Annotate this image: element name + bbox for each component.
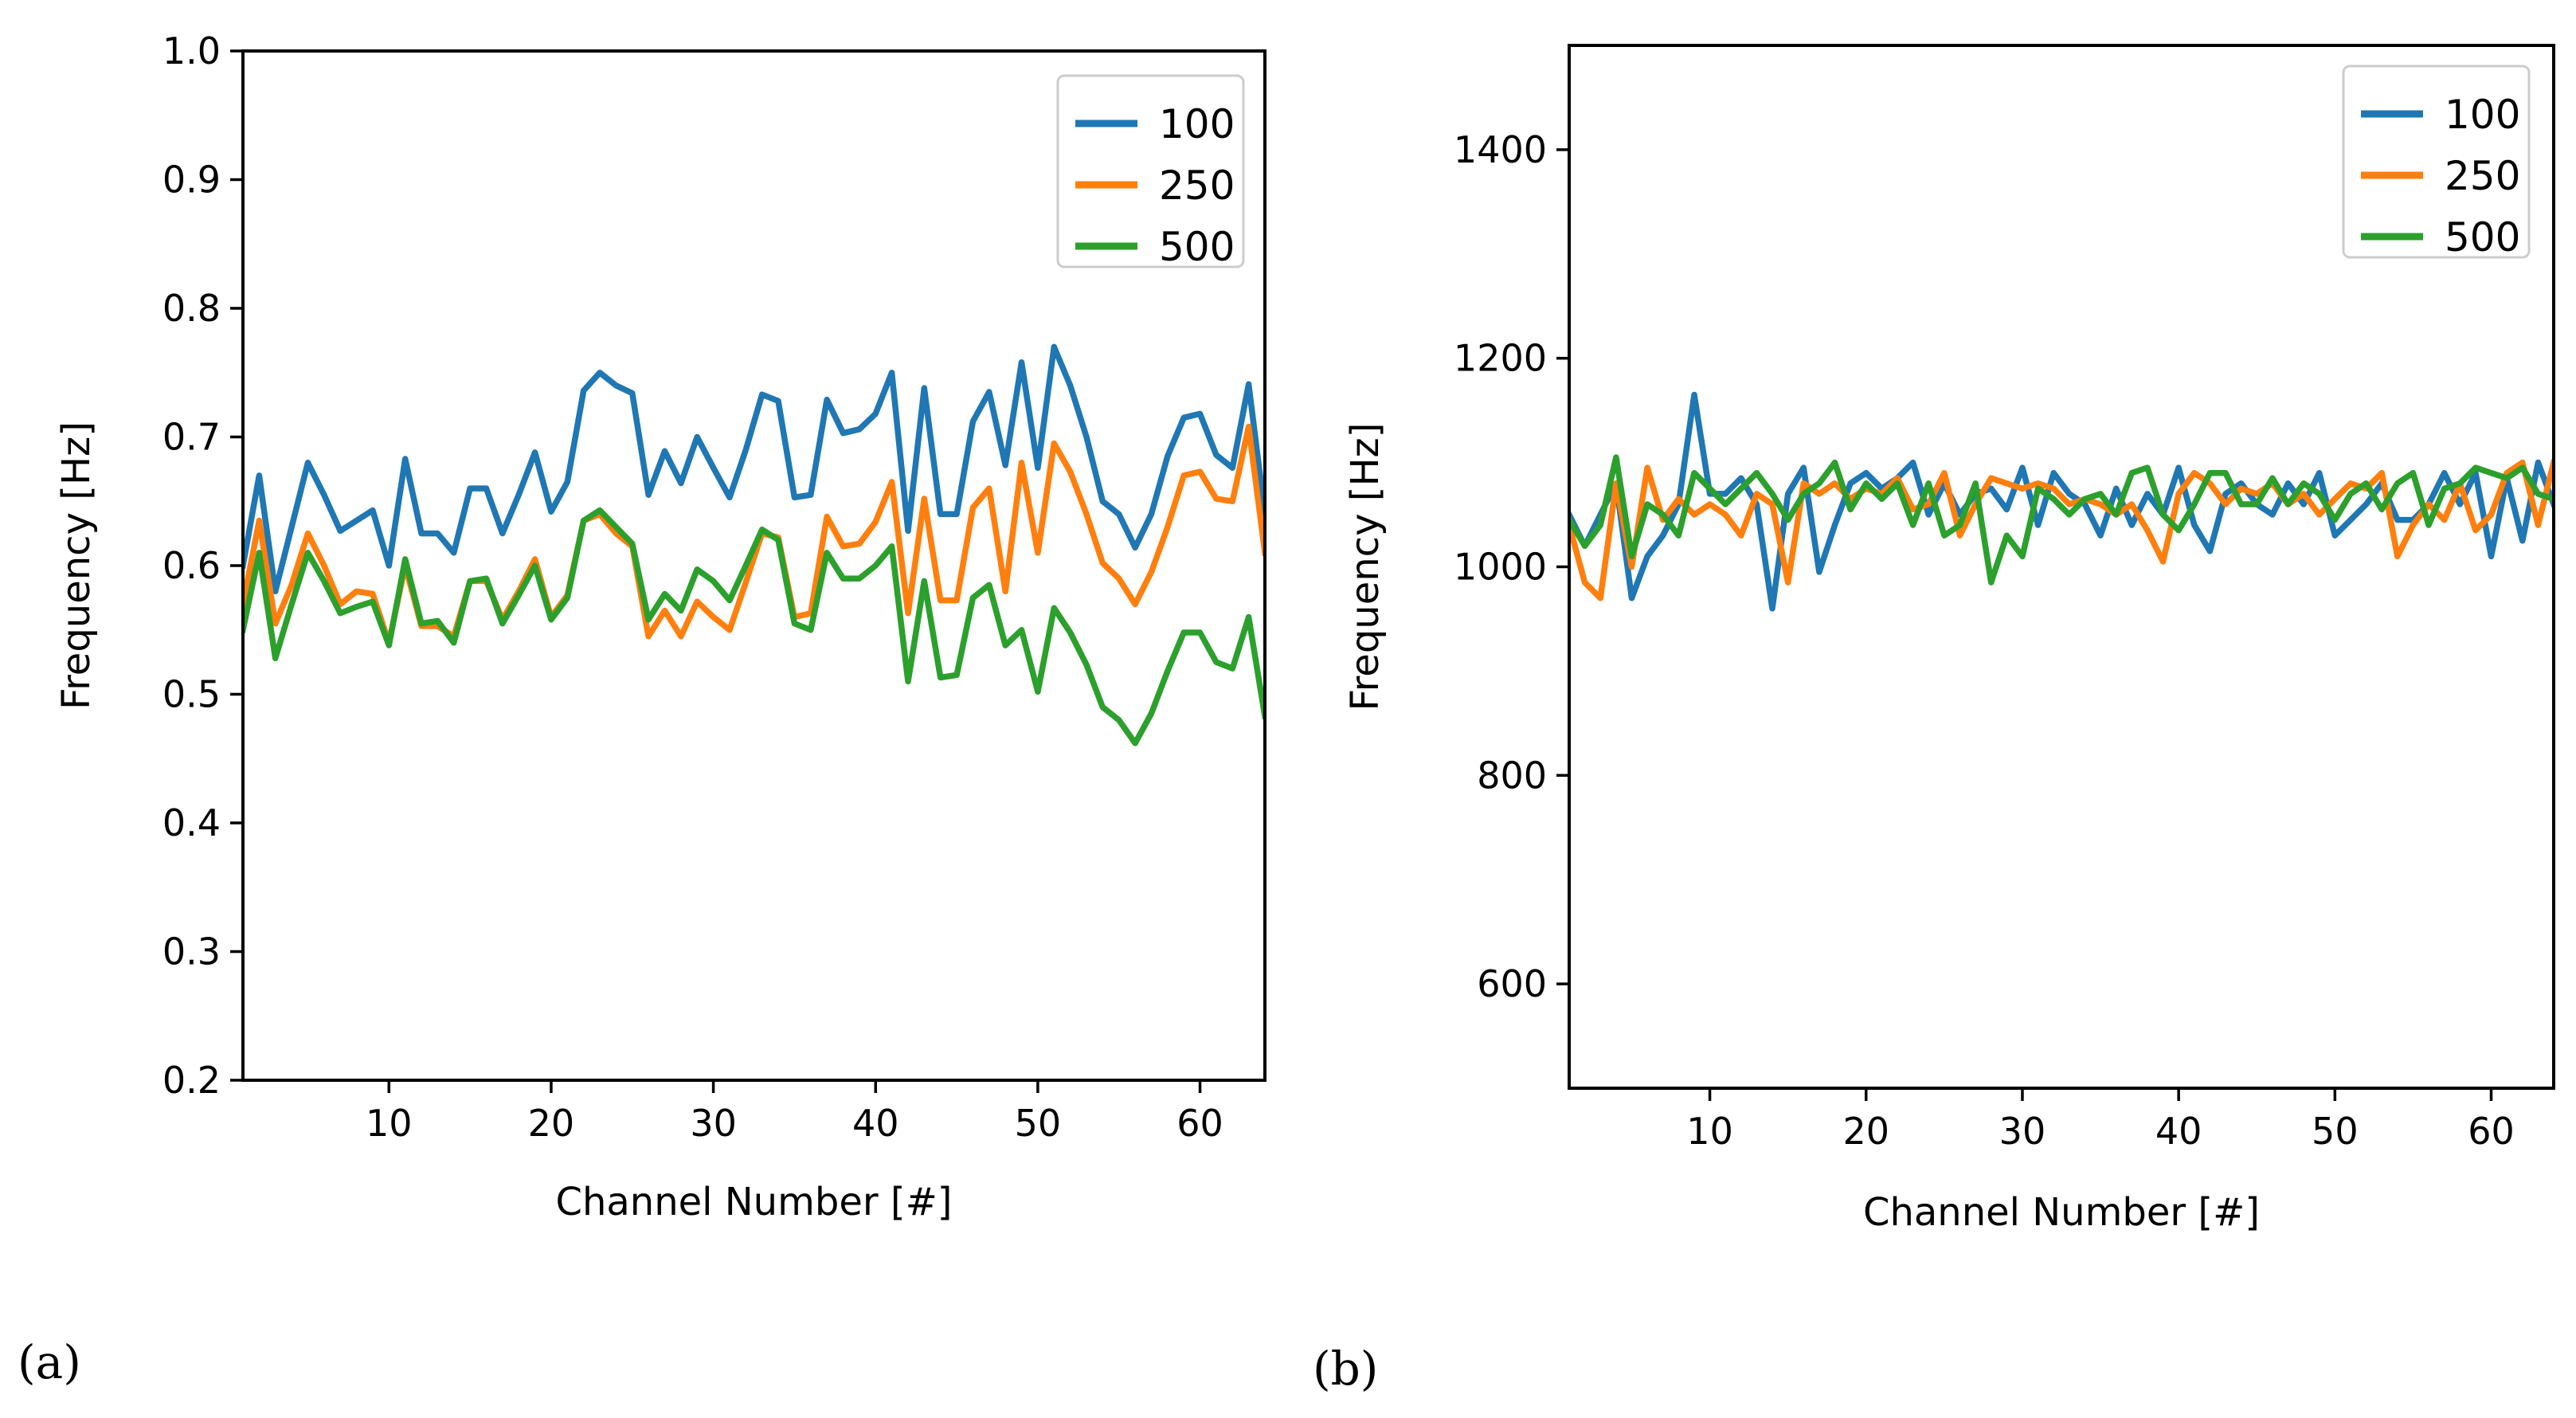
x-tick-label: 20	[1842, 1110, 1889, 1153]
x-tick-label: 30	[1999, 1110, 2046, 1153]
x-tick-label: 40	[852, 1102, 899, 1145]
legend: 100 250 500	[1056, 74, 1245, 270]
legend-label-100: 100	[2445, 92, 2520, 138]
x-tick-label: 60	[2468, 1110, 2515, 1153]
series-group	[1569, 391, 2554, 612]
x-tick-label: 10	[366, 1102, 413, 1145]
series-line-250	[1569, 459, 2554, 601]
series-line-500	[1569, 454, 2554, 586]
y-tick-label: 0.3	[162, 930, 221, 973]
y-tick-label: 600	[1477, 962, 1547, 1005]
x-axis-label: Channel Number [#]	[1863, 1190, 2260, 1235]
x-tick-label: 30	[690, 1102, 737, 1145]
y-tick-label: 0.2	[162, 1059, 221, 1102]
legend-label-250: 250	[1159, 163, 1235, 209]
y-tick-label: 0.6	[162, 544, 221, 587]
y-tick-label: 0.4	[162, 801, 221, 844]
y-axis-label: Frequency [Hz]	[1343, 423, 1388, 711]
chart-panel-b: 10 20 30 40 50 60 600 800 1000 1200 1400 Channel Nu…	[1343, 44, 2555, 1235]
y-tick-label: 1400	[1454, 128, 1547, 171]
y-tick-label: 0.9	[162, 159, 221, 202]
series-line-500	[243, 507, 1265, 746]
x-tick-label: 50	[1015, 1102, 1062, 1145]
y-tick-label: 800	[1477, 754, 1547, 797]
chart-panel-a: 10 20 30 40 50 60 0.2 0.3 0.4 0.5 0.6 0.7 0.8 0.9 1.0 C…	[54, 29, 1266, 1224]
legend-label-250: 250	[2445, 153, 2520, 199]
legend-label-100: 100	[1159, 101, 1235, 147]
series-group	[243, 343, 1265, 746]
y-tick-label: 1.0	[162, 29, 221, 72]
x-tick-label: 50	[2312, 1110, 2359, 1153]
legend: 100 250 500	[2342, 65, 2531, 260]
y-tick-label: 0.8	[162, 287, 221, 330]
panel-label-b: (b)	[1313, 1342, 1378, 1396]
legend-label-500: 500	[2445, 214, 2520, 260]
panel-label-a: (a)	[18, 1335, 81, 1389]
x-tick-label: 60	[1176, 1102, 1223, 1145]
legend-label-500: 500	[1159, 224, 1235, 270]
y-tick-label: 0.5	[162, 673, 221, 716]
y-tick-label: 1000	[1454, 546, 1547, 589]
x-axis-label: Channel Number [#]	[555, 1180, 952, 1224]
series-line-100	[243, 343, 1265, 595]
y-axis-label: Frequency [Hz]	[54, 421, 99, 710]
y-tick-label: 1200	[1454, 337, 1547, 380]
x-tick-label: 20	[528, 1102, 575, 1145]
y-tick-label: 0.7	[162, 416, 221, 459]
x-tick-label: 40	[2155, 1110, 2202, 1153]
x-tick-label: 10	[1686, 1110, 1733, 1153]
